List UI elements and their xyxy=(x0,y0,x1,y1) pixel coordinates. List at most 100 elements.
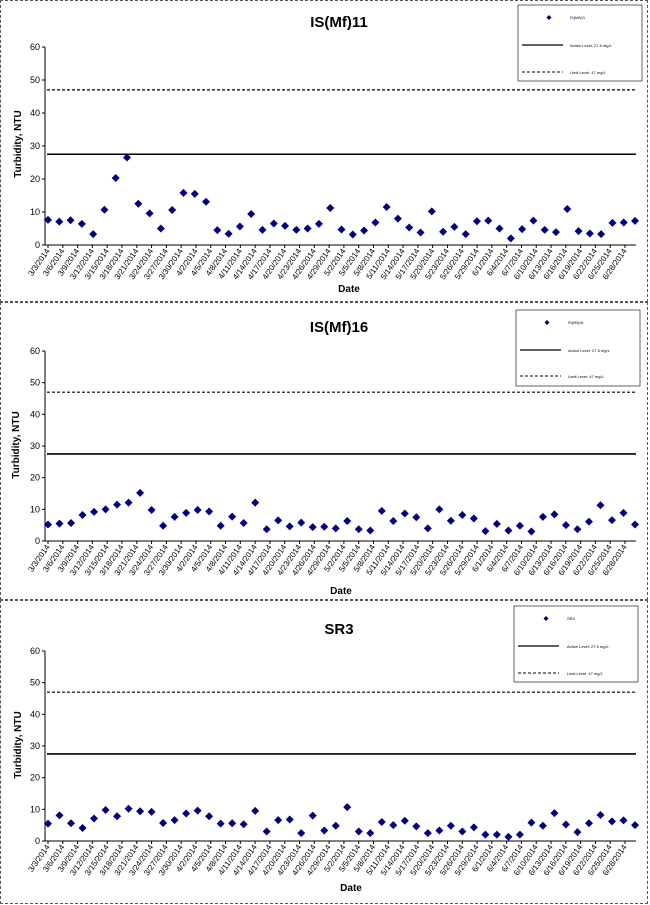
data-point xyxy=(607,817,616,826)
data-point xyxy=(343,517,352,526)
data-point xyxy=(538,821,547,830)
data-point xyxy=(224,229,233,238)
data-point xyxy=(134,199,143,208)
data-point xyxy=(190,189,199,198)
data-point xyxy=(44,215,52,224)
data-point xyxy=(563,205,572,214)
y-tick-label: 10 xyxy=(30,804,40,814)
data-point xyxy=(320,826,329,835)
data-point xyxy=(55,519,64,528)
data-point xyxy=(472,217,481,226)
data-point xyxy=(551,228,560,237)
data-point xyxy=(354,827,363,836)
data-point xyxy=(631,821,639,830)
y-axis-label: Turbidity, NTU xyxy=(13,711,24,778)
data-point xyxy=(101,505,110,514)
data-point xyxy=(458,511,467,520)
data-point xyxy=(504,526,513,535)
data-point xyxy=(574,227,583,236)
data-point xyxy=(292,225,301,234)
data-point xyxy=(113,812,122,821)
data-point xyxy=(371,218,380,227)
y-tick-label: 0 xyxy=(35,536,40,546)
data-point xyxy=(631,520,639,529)
data-point xyxy=(123,153,132,162)
legend-limit-label: Limit Level: 47 mg/L xyxy=(568,374,605,379)
chart-title: SR3 xyxy=(324,621,353,638)
data-point xyxy=(439,227,448,236)
legend: IS(Mf)11 Action Level: 27.5 mg/L Limit L… xyxy=(517,4,643,82)
data-point xyxy=(216,819,225,828)
chart-svg-1: IS(Mf)11 IS(Mf)11 Action Level: 27.5 mg/… xyxy=(13,4,643,295)
data-point xyxy=(492,519,501,528)
data-point xyxy=(450,222,459,231)
chart-panel-3: SR3 SR3 Action Level: 27.5 mg/L Limit Le… xyxy=(0,600,648,904)
data-point xyxy=(78,511,87,520)
legend-marker-icon xyxy=(543,616,549,621)
data-point xyxy=(193,505,202,514)
data-point xyxy=(100,205,109,214)
data-point xyxy=(67,819,76,828)
legend-series-label: IS(Mf)11 xyxy=(570,15,586,20)
data-point xyxy=(561,820,570,829)
legend-action-label: Action Level: 27.5 mg/L xyxy=(570,43,613,48)
data-point xyxy=(239,820,248,829)
chart-panel-1: IS(Mf)11 IS(Mf)11 Action Level: 27.5 mg/… xyxy=(0,0,648,302)
data-point xyxy=(382,203,391,212)
x-axis-label: Date xyxy=(340,883,362,894)
data-point xyxy=(412,513,421,522)
y-tick-label: 20 xyxy=(30,773,40,783)
data-point xyxy=(348,230,357,239)
y-tick-label: 60 xyxy=(30,646,40,656)
data-point xyxy=(469,514,478,523)
data-point xyxy=(423,524,432,533)
data-point xyxy=(66,216,75,225)
data-point xyxy=(573,828,582,837)
data-point xyxy=(538,512,547,521)
data-point xyxy=(389,517,398,526)
data-point xyxy=(274,816,283,825)
data-point xyxy=(515,521,524,530)
data-point xyxy=(331,821,340,830)
y-tick-label: 50 xyxy=(30,378,40,388)
data-point xyxy=(258,225,267,234)
data-point xyxy=(469,823,478,832)
data-point xyxy=(179,188,188,197)
data-point xyxy=(360,226,369,235)
data-point xyxy=(492,830,501,839)
data-point xyxy=(495,224,504,233)
data-point xyxy=(156,224,165,233)
data-point xyxy=(331,524,340,533)
data-point xyxy=(44,520,52,529)
legend-limit-label: Limit Level: 47 mg/L xyxy=(567,671,604,676)
data-point xyxy=(235,222,244,231)
data-point xyxy=(182,508,191,517)
data-point xyxy=(393,214,402,223)
data-point xyxy=(529,216,538,225)
data-point xyxy=(389,821,398,830)
data-point xyxy=(540,225,549,234)
y-tick-label: 20 xyxy=(30,473,40,483)
data-point xyxy=(326,204,335,213)
y-tick-label: 10 xyxy=(30,207,40,217)
data-point xyxy=(44,819,52,828)
data-point xyxy=(550,510,559,519)
data-point xyxy=(213,226,222,235)
data-point xyxy=(274,516,283,525)
data-point xyxy=(631,216,639,225)
data-point xyxy=(90,814,99,823)
data-point xyxy=(481,527,490,536)
y-tick-label: 30 xyxy=(30,741,40,751)
data-point xyxy=(515,830,524,839)
data-point xyxy=(136,807,145,816)
data-point xyxy=(527,527,536,536)
data-point xyxy=(216,521,225,530)
data-point xyxy=(239,518,248,527)
y-tick-label: 30 xyxy=(30,141,40,151)
y-tick-label: 20 xyxy=(30,174,40,184)
y-tick-label: 40 xyxy=(30,709,40,719)
data-point xyxy=(202,197,211,206)
data-point xyxy=(111,174,120,183)
y-tick-label: 40 xyxy=(30,108,40,118)
data-point xyxy=(584,517,593,526)
